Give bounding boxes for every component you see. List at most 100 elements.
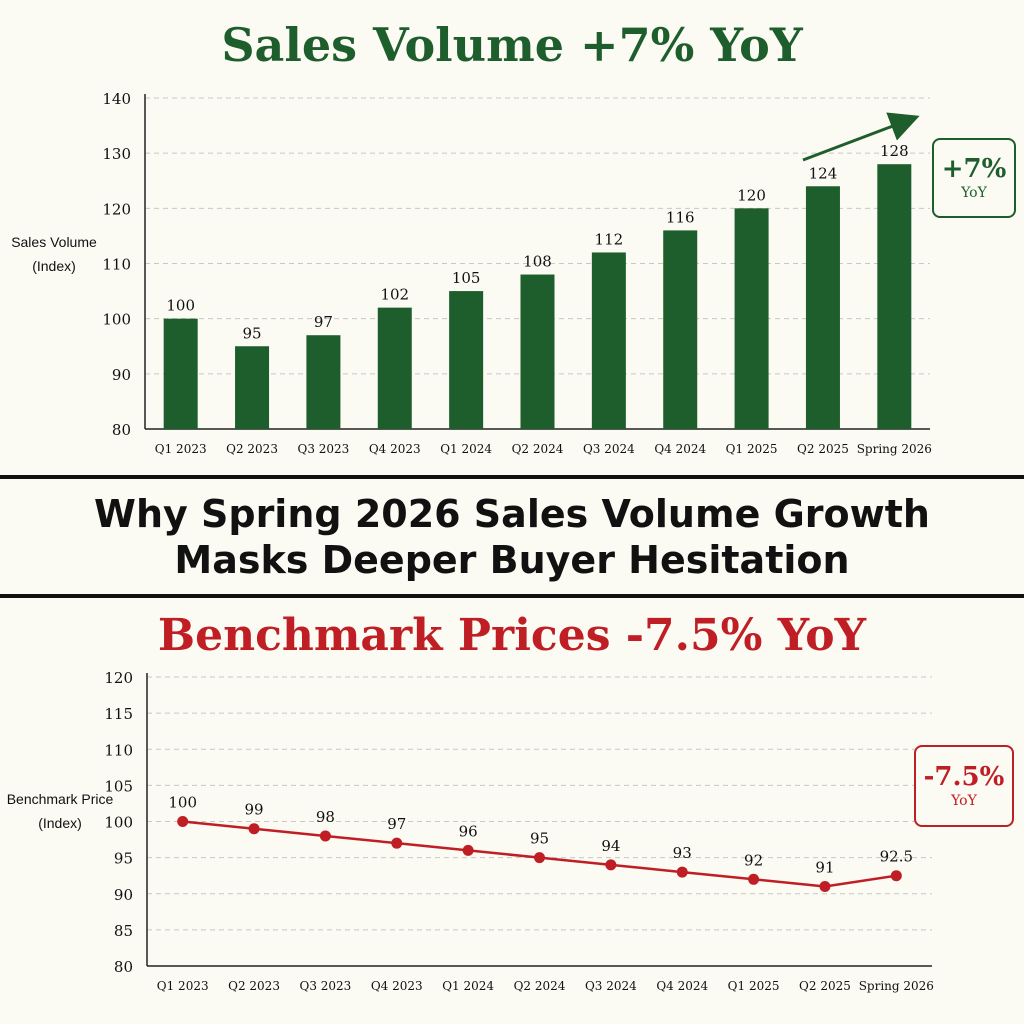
bar-data-label: 124 xyxy=(809,164,838,182)
point-data-label: 92 xyxy=(744,851,763,869)
data-point xyxy=(890,870,902,882)
bar xyxy=(805,186,840,429)
y-axis-label-unit: (Index) xyxy=(38,815,82,831)
benchmark-price-title: Benchmark Prices -7.5% YoY xyxy=(157,610,867,661)
x-category-label: Q4 2024 xyxy=(656,979,708,993)
y-tick-label: 95 xyxy=(114,850,133,868)
x-category-label: Q4 2023 xyxy=(369,442,421,456)
y-tick-label: 100 xyxy=(102,311,131,329)
data-point xyxy=(534,852,545,864)
bar-data-label: 108 xyxy=(523,253,552,271)
bar-data-label: 120 xyxy=(737,186,766,204)
price-yoy-value: -7.5% xyxy=(923,762,1005,792)
x-category-label: Q1 2025 xyxy=(728,979,780,993)
benchmark-price-line-chart: 80 85 90 95 100 105 110 115 120 Benchmark Price (I… xyxy=(7,669,934,993)
sales-yoy-unit: YoY xyxy=(961,185,987,201)
price-yoy-callout: -7.5% YoY xyxy=(914,745,1014,827)
y-tick-label: 140 xyxy=(102,90,131,108)
point-data-label: 96 xyxy=(459,822,478,840)
point-data-label: 99 xyxy=(244,801,263,819)
bar-data-label: 128 xyxy=(880,142,909,160)
data-point xyxy=(676,866,688,878)
x-category-label: Q1 2023 xyxy=(155,442,207,456)
trend-arrow xyxy=(802,112,920,162)
x-category-label: Q2 2024 xyxy=(514,979,566,993)
x-category-label: Q1 2025 xyxy=(726,442,778,456)
data-point xyxy=(391,837,403,849)
sales-volume-title: Sales Volume +7% YoY xyxy=(221,18,803,72)
price-yoy-unit: YoY xyxy=(951,793,977,809)
bar-data-label: 95 xyxy=(242,324,261,342)
data-point xyxy=(462,844,474,856)
divider-top xyxy=(0,475,1024,479)
sales-yoy-value: +7% xyxy=(941,154,1007,184)
sales-volume-bar-chart: 80 90 100 110 120 130 140 Sales Volume (Index) 10… xyxy=(11,90,932,456)
bar-data-label: 105 xyxy=(452,269,481,287)
bar xyxy=(734,208,769,429)
x-category-label: Q2 2025 xyxy=(799,979,851,993)
data-point xyxy=(819,881,831,893)
y-tick-label: 120 xyxy=(104,669,133,687)
data-point xyxy=(177,816,189,827)
bar-data-label: 112 xyxy=(595,230,624,248)
bar xyxy=(877,164,912,429)
x-category-label: Q2 2023 xyxy=(228,979,280,993)
y-tick-label: 115 xyxy=(104,705,133,723)
y-axis-label: Sales Volume xyxy=(11,234,97,250)
bar xyxy=(449,291,484,429)
bar xyxy=(591,252,626,429)
data-point xyxy=(248,823,260,835)
data-point xyxy=(605,859,617,871)
headline: Why Spring 2026 Sales Volume Growth Mask… xyxy=(0,482,1024,592)
bar xyxy=(306,335,341,429)
x-category-label: Spring 2026 xyxy=(859,979,934,993)
bar xyxy=(520,274,555,429)
headline-line-1: Why Spring 2026 Sales Volume Growth xyxy=(94,492,930,536)
point-data-label: 98 xyxy=(316,808,335,826)
y-tick-label: 100 xyxy=(104,814,133,832)
point-data-label: 92.5 xyxy=(880,848,913,866)
point-data-label: 93 xyxy=(673,844,692,862)
point-data-label: 94 xyxy=(601,837,620,855)
point-data-label: 95 xyxy=(530,830,549,848)
headline-line-2: Masks Deeper Buyer Hesitation xyxy=(174,538,850,582)
sales-volume-panel: Sales Volume +7% YoY 80 90 100 110 120 130 140… xyxy=(0,0,1024,478)
x-category-label: Q3 2023 xyxy=(299,979,351,993)
bar-data-label: 102 xyxy=(380,286,409,304)
x-category-label: Q4 2024 xyxy=(654,442,706,456)
x-category-label: Q2 2025 xyxy=(797,442,849,456)
x-category-label: Q1 2024 xyxy=(440,442,492,456)
sales-yoy-callout: +7% YoY xyxy=(932,138,1016,218)
bar xyxy=(377,307,412,429)
y-tick-label: 110 xyxy=(102,256,131,274)
x-category-label: Q1 2023 xyxy=(157,979,209,993)
bar xyxy=(163,318,198,429)
point-data-label: 100 xyxy=(168,794,197,812)
y-tick-label: 80 xyxy=(112,421,131,439)
bar-data-label: 116 xyxy=(666,208,695,226)
x-category-label: Spring 2026 xyxy=(857,442,932,456)
point-data-label: 97 xyxy=(387,815,406,833)
y-axis-label-unit: (Index) xyxy=(32,258,76,274)
x-category-label: Q2 2024 xyxy=(512,442,564,456)
x-category-label: Q3 2023 xyxy=(297,442,349,456)
x-category-label: Q3 2024 xyxy=(585,979,637,993)
y-tick-label: 105 xyxy=(104,777,133,795)
divider-bottom xyxy=(0,594,1024,598)
data-point xyxy=(748,873,760,885)
y-tick-label: 90 xyxy=(112,366,131,384)
bar xyxy=(235,346,270,429)
x-category-label: Q1 2024 xyxy=(442,979,494,993)
x-category-label: Q3 2024 xyxy=(583,442,635,456)
bar-data-label: 97 xyxy=(314,313,333,331)
x-category-label: Q4 2023 xyxy=(371,979,423,993)
bar xyxy=(663,230,698,429)
x-category-label: Q2 2023 xyxy=(226,442,278,456)
y-axis-label: Benchmark Price xyxy=(7,791,114,807)
benchmark-price-panel: Benchmark Prices -7.5% YoY 80 85 90 95 100 10… xyxy=(0,598,1024,1024)
bar-data-label: 100 xyxy=(166,297,195,315)
point-data-label: 91 xyxy=(815,859,834,877)
y-tick-label: 130 xyxy=(102,145,131,163)
y-tick-label: 80 xyxy=(114,958,133,976)
